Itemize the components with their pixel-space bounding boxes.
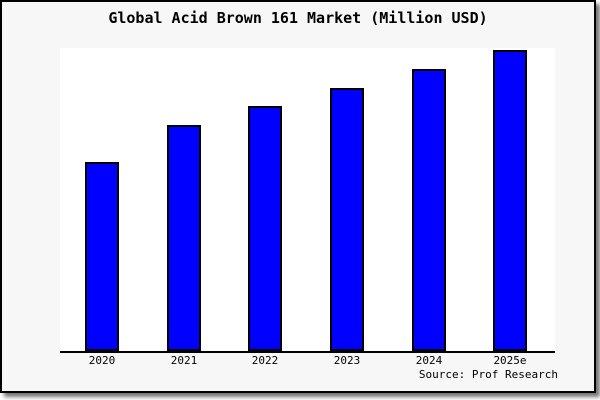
bar-2021 (167, 125, 201, 351)
x-tick-label-2024: 2024 (415, 354, 443, 367)
bar-2023 (330, 88, 364, 351)
chart-title: Global Acid Brown 161 Market (Million US… (108, 9, 488, 27)
source-note: Source: Prof Research (418, 368, 558, 381)
x-tick-label-2025e: 2025e (493, 354, 527, 367)
bar-2024 (412, 69, 446, 351)
x-tick-label-2021: 2021 (170, 354, 198, 367)
bar-2022 (248, 106, 282, 351)
x-tick-label-2022: 2022 (251, 354, 279, 367)
chart-card: Global Acid Brown 161 Market (Million US… (0, 0, 596, 393)
bar-2025e (493, 50, 527, 351)
x-axis-labels: 2020 2021 2022 2023 2024 2025e (60, 354, 555, 368)
x-tick-label-2020: 2020 (88, 354, 116, 367)
bar-2020 (85, 162, 119, 351)
x-tick-label-2023: 2023 (333, 354, 361, 367)
plot-area (60, 48, 555, 353)
